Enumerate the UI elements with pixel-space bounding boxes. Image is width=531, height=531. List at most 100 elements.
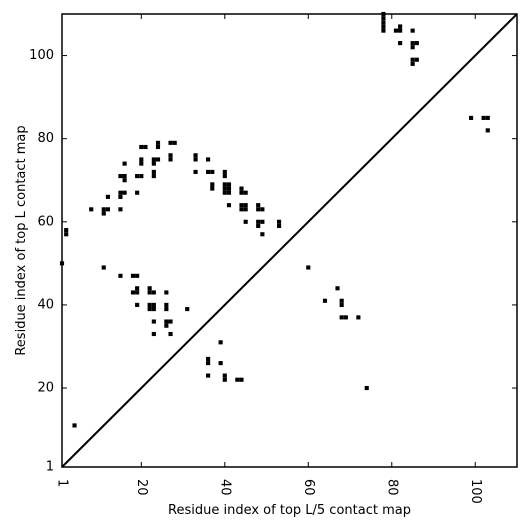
x-tick-label: 60	[301, 479, 316, 496]
contact-point	[105, 194, 110, 199]
contact-point	[243, 207, 248, 212]
contact-point	[222, 182, 227, 187]
contact-point	[139, 161, 144, 166]
contact-point	[164, 307, 169, 312]
contact-point	[139, 174, 144, 179]
contact-point	[218, 340, 223, 345]
contact-point	[210, 186, 215, 191]
contact-point	[469, 115, 474, 120]
contact-points	[59, 11, 490, 428]
contact-point	[101, 265, 106, 270]
contact-point	[239, 203, 244, 208]
diagonal-line	[61, 13, 518, 468]
contact-point	[239, 186, 244, 191]
contact-point	[226, 190, 232, 195]
y-tick-label: 1	[46, 460, 54, 475]
x-tick-label: 100	[468, 479, 483, 504]
contact-point	[339, 315, 344, 320]
contact-point	[193, 153, 198, 158]
x-tick-label: 20	[134, 479, 149, 496]
contact-point	[410, 61, 415, 66]
contact-point	[147, 290, 152, 295]
contact-point	[118, 174, 123, 179]
contact-point	[239, 190, 244, 195]
contact-point	[155, 140, 161, 145]
contact-point	[226, 182, 232, 187]
contact-point	[256, 219, 261, 224]
contact-point	[414, 41, 419, 46]
contact-point	[168, 153, 173, 158]
contact-point	[206, 361, 211, 366]
contact-point	[64, 228, 69, 233]
plot-area-frame	[61, 13, 518, 468]
contact-point	[155, 157, 161, 162]
contact-point	[118, 194, 123, 199]
contact-point	[276, 219, 282, 224]
contact-point	[256, 203, 261, 208]
contact-point	[135, 273, 140, 278]
contact-point	[398, 24, 403, 29]
contact-point	[135, 286, 140, 291]
contact-point	[122, 178, 127, 183]
contact-point	[139, 144, 144, 150]
contact-point	[151, 161, 156, 166]
contact-point	[260, 232, 265, 237]
contact-point	[414, 57, 419, 62]
contact-point	[135, 290, 140, 295]
contact-point	[239, 377, 244, 382]
contact-point	[168, 140, 173, 145]
contact-point	[72, 423, 77, 428]
contact-point	[185, 307, 190, 312]
contact-point	[222, 373, 227, 378]
contact-point	[306, 265, 311, 270]
contact-point	[239, 207, 244, 212]
contact-point	[381, 20, 386, 25]
contact-point	[168, 331, 173, 337]
contact-point	[243, 219, 248, 224]
y-tick-label: 60	[37, 214, 54, 229]
contact-point	[64, 232, 69, 237]
contact-point	[193, 169, 198, 174]
contact-point	[218, 361, 223, 366]
contact-point	[151, 319, 156, 324]
contact-point	[172, 140, 177, 145]
contact-point	[151, 169, 156, 174]
contact-point	[155, 144, 161, 150]
contact-point	[151, 157, 156, 162]
contact-point	[243, 190, 248, 195]
y-tick-label: 20	[37, 381, 54, 396]
contact-point	[168, 319, 173, 324]
contact-point	[135, 190, 140, 195]
contact-point	[206, 373, 211, 378]
contact-point	[151, 174, 156, 179]
contact-point	[381, 28, 386, 33]
contact-point	[222, 174, 227, 179]
contact-point	[226, 203, 232, 208]
contact-point	[393, 28, 399, 33]
contact-point	[206, 356, 211, 362]
contact-point	[410, 41, 415, 46]
contact-point	[164, 302, 169, 307]
contact-point	[410, 45, 415, 50]
contact-point	[151, 331, 156, 337]
contact-point	[122, 161, 127, 166]
contact-point	[139, 157, 144, 162]
contact-point	[226, 186, 232, 191]
contact-point	[235, 377, 240, 382]
contact-point	[222, 186, 227, 191]
contact-point	[398, 28, 403, 33]
contact-point	[339, 298, 344, 303]
contact-point	[143, 144, 148, 150]
contact-point	[105, 207, 110, 212]
contact-point	[335, 286, 340, 291]
contact-point	[339, 302, 344, 307]
contact-point	[206, 157, 211, 162]
contact-point	[381, 24, 386, 29]
contact-point	[410, 57, 415, 62]
contact-point	[122, 190, 127, 195]
contact-point	[151, 302, 156, 307]
contact-point	[118, 273, 123, 278]
contact-point	[164, 319, 169, 324]
